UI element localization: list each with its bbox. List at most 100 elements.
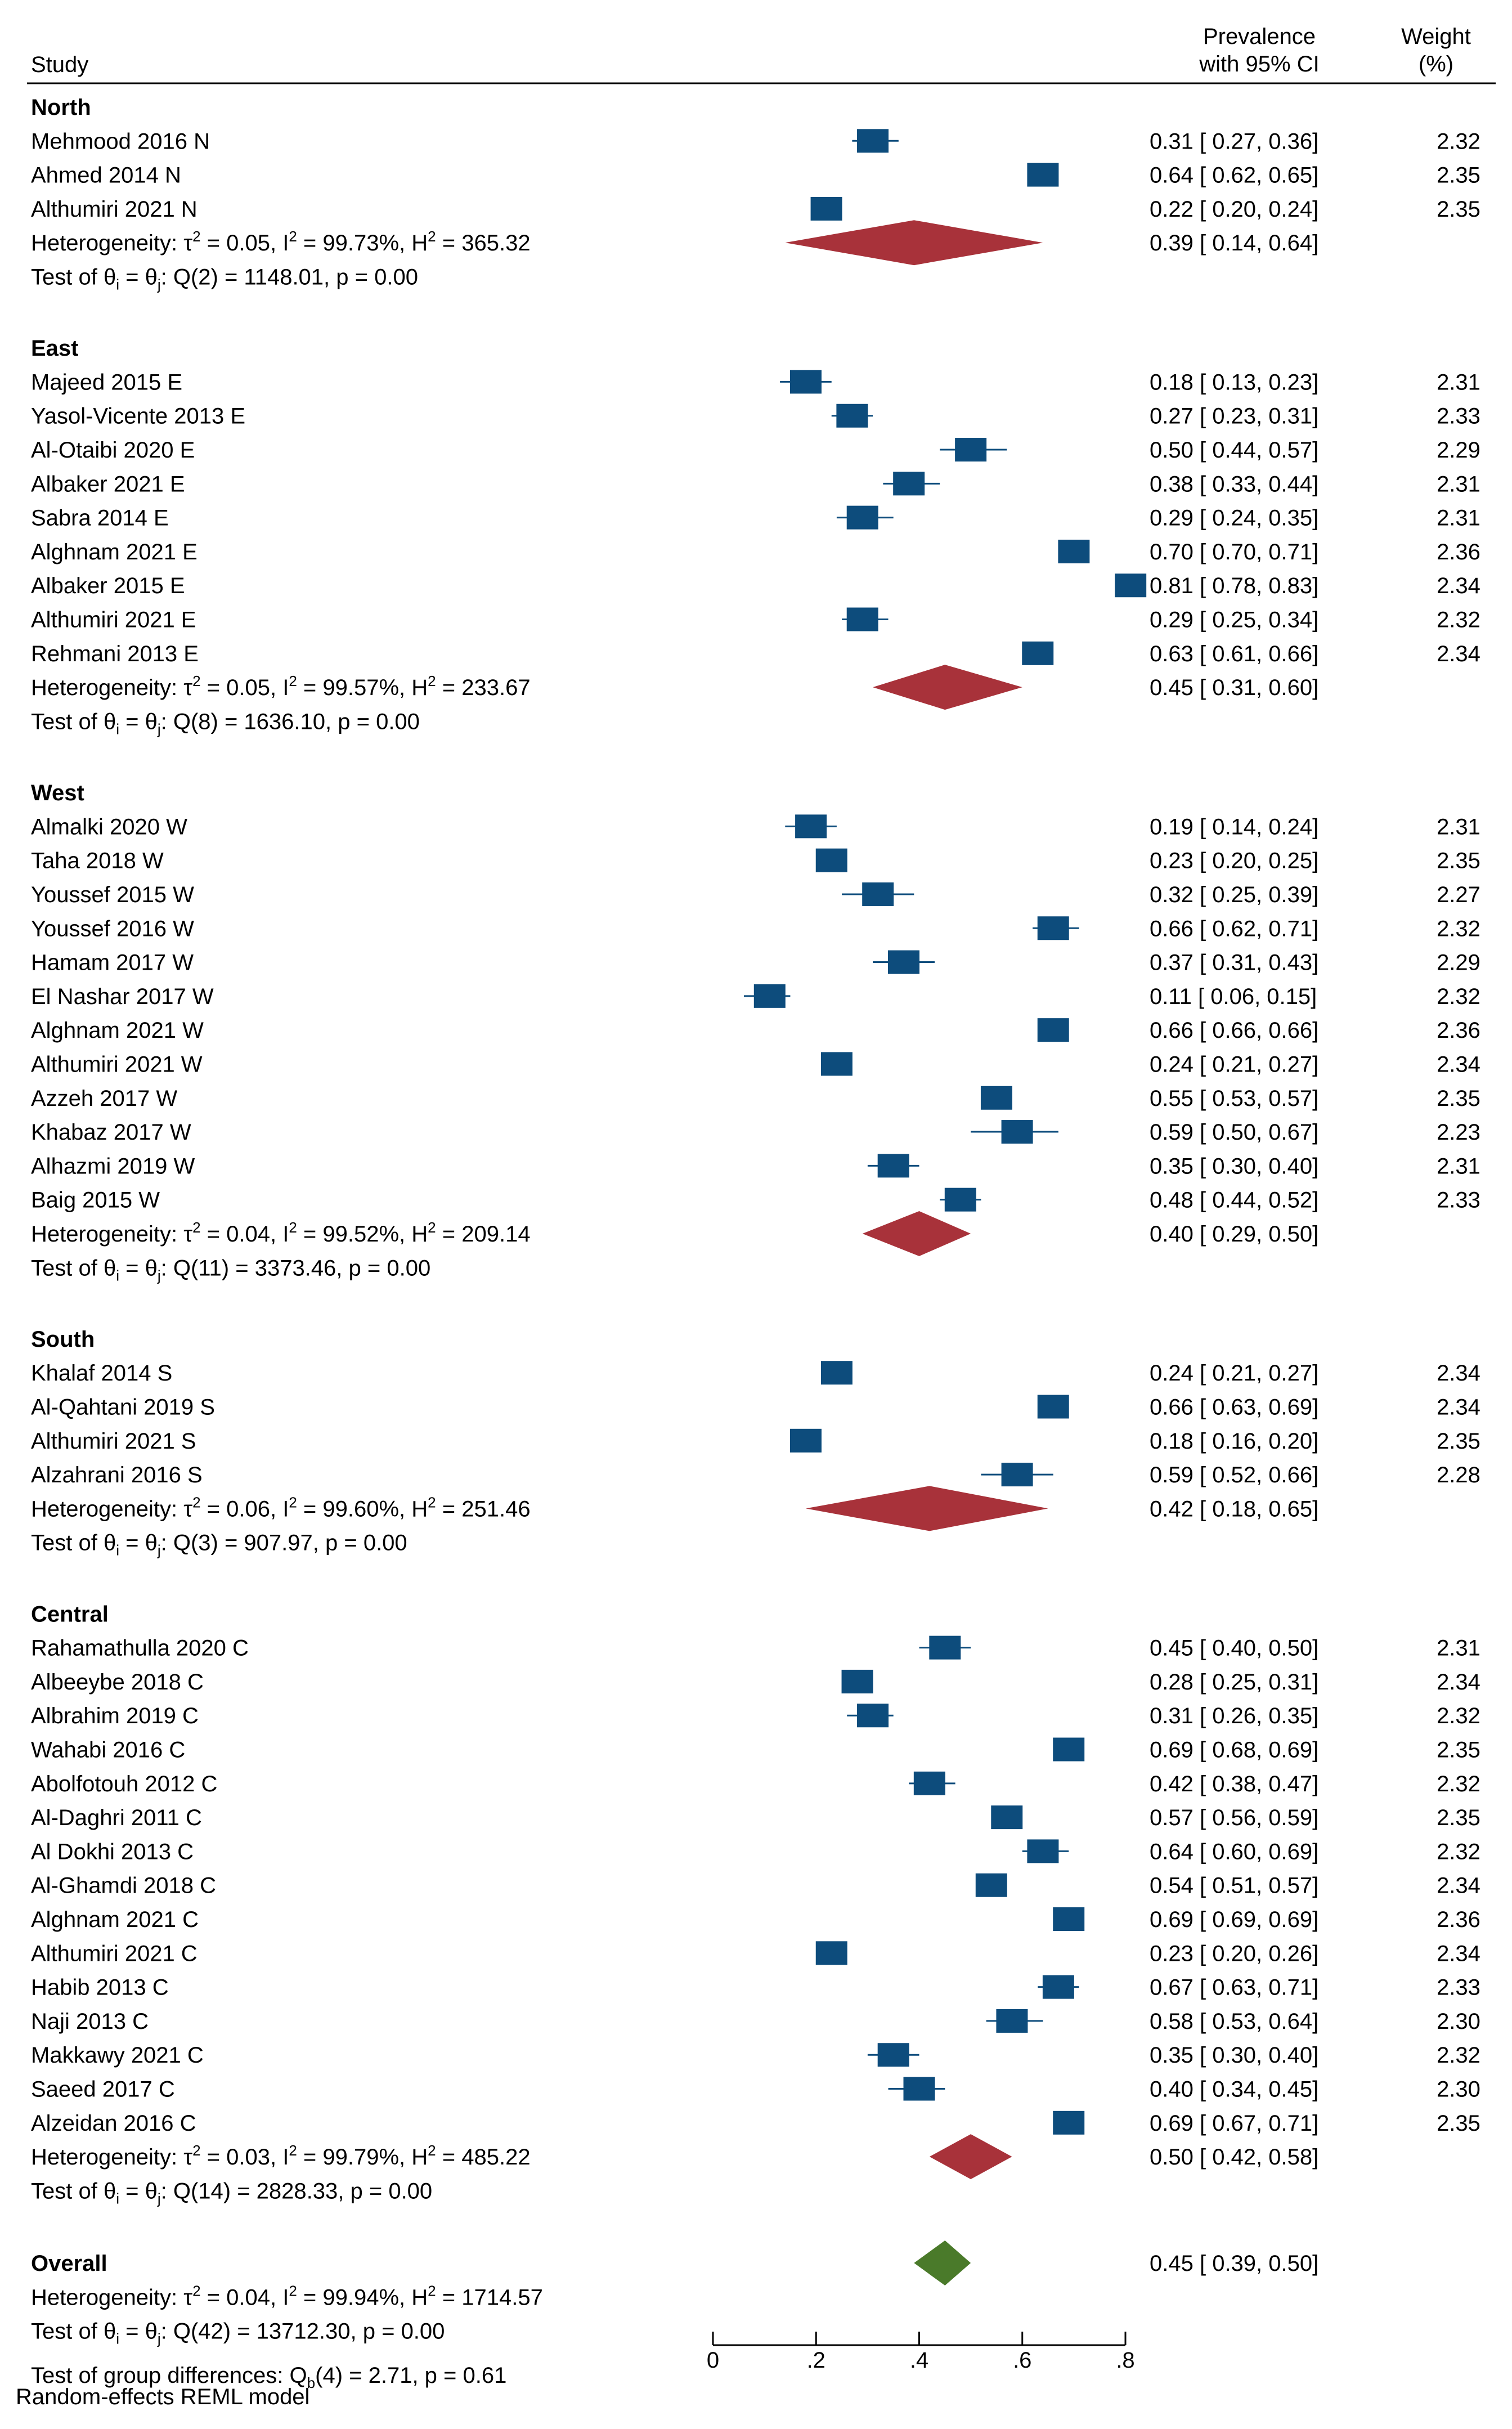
study-label: Al-Ghamdi 2018 C: [31, 1874, 216, 1898]
group-heterogeneity: Heterogeneity: τ2 = 0.05, I2 = 99.57%, H…: [31, 673, 531, 700]
header-study: Study: [31, 52, 88, 77]
study-box: [815, 1941, 847, 1965]
study-box: [846, 607, 878, 631]
study-label: Wahabi 2016 C: [31, 1738, 185, 1763]
study-ci-text: 0.23 [ 0.20, 0.25]: [1150, 849, 1318, 873]
study-weight: 2.36: [1437, 540, 1480, 564]
study-box: [836, 404, 868, 428]
study-weight: 2.33: [1437, 1188, 1480, 1213]
study-weight: 2.33: [1437, 1975, 1480, 2000]
study-box: [795, 814, 827, 839]
study-ci-text: 0.29 [ 0.25, 0.34]: [1150, 608, 1318, 633]
study-weight: 2.31: [1437, 370, 1480, 395]
group-test: Test of θi = θj: Q(14) = 2828.33, p = 0.…: [31, 2179, 432, 2207]
study-ci-text: 0.45 [ 0.40, 0.50]: [1150, 1636, 1318, 1661]
study-weight: 2.35: [1437, 849, 1480, 873]
group-pooled-ci-text: 0.50 [ 0.42, 0.58]: [1150, 2145, 1318, 2170]
study-ci-text: 0.54 [ 0.51, 0.57]: [1150, 1874, 1318, 1898]
study-ci-text: 0.40 [ 0.34, 0.45]: [1150, 2077, 1318, 2102]
study-box: [862, 882, 894, 906]
study-ci-text: 0.24 [ 0.21, 0.27]: [1150, 1052, 1318, 1077]
study-box: [1058, 539, 1090, 563]
x-axis-tick-label: .2: [807, 2348, 825, 2373]
study-ci-text: 0.66 [ 0.63, 0.69]: [1150, 1395, 1318, 1419]
study-weight: 2.32: [1437, 608, 1480, 633]
study-label: Taha 2018 W: [31, 849, 164, 873]
study-ci-text: 0.31 [ 0.26, 0.35]: [1150, 1704, 1318, 1728]
study-box: [1053, 1737, 1085, 1762]
study-label: Naji 2013 C: [31, 2009, 149, 2034]
study-weight: 2.35: [1437, 1086, 1480, 1111]
study-ci-text: 0.35 [ 0.30, 0.40]: [1150, 2043, 1318, 2068]
study-label: Althumiri 2021 S: [31, 1429, 196, 1454]
study-weight: 2.34: [1437, 1395, 1480, 1419]
study-label: Majeed 2015 E: [31, 370, 182, 395]
study-label: Al-Daghri 2011 C: [31, 1805, 202, 1830]
study-label: Alzahrani 2016 S: [31, 1463, 203, 1487]
group-title: Central: [31, 1602, 109, 1626]
study-label: Makkawy 2021 C: [31, 2043, 204, 2068]
study-box: [1001, 1463, 1033, 1487]
overall-title: Overall: [31, 2251, 107, 2276]
group-pooled-diamond: [785, 220, 1043, 266]
study-ci-text: 0.50 [ 0.44, 0.57]: [1150, 438, 1318, 463]
overall-ci-text: 0.45 [ 0.39, 0.50]: [1150, 2251, 1318, 2276]
x-axis-tick-label: .4: [910, 2348, 928, 2373]
group-test: Test of θi = θj: Q(2) = 1148.01, p = 0.0…: [31, 265, 418, 293]
study-weight: 2.34: [1437, 573, 1480, 598]
study-weight: 2.31: [1437, 472, 1480, 496]
study-box: [877, 1154, 909, 1178]
study-box: [1053, 2110, 1085, 2135]
study-box: [944, 1187, 976, 1212]
study-label: Habib 2013 C: [31, 1975, 169, 2000]
study-box: [841, 1669, 873, 1693]
study-box: [1037, 1018, 1069, 1042]
study-label: Khalaf 2014 S: [31, 1361, 172, 1386]
study-box: [913, 1771, 945, 1795]
study-ci-text: 0.58 [ 0.53, 0.64]: [1150, 2009, 1318, 2034]
study-weight: 2.23: [1437, 1120, 1480, 1145]
study-weight: 2.31: [1437, 1636, 1480, 1661]
study-weight: 2.35: [1437, 163, 1480, 188]
x-axis-tick-label: 0: [707, 2348, 719, 2373]
study-weight: 2.32: [1437, 1839, 1480, 1864]
study-ci-text: 0.42 [ 0.38, 0.47]: [1150, 1772, 1318, 1796]
study-box: [789, 370, 822, 394]
study-box: [857, 1704, 889, 1728]
study-box: [1115, 573, 1147, 598]
group-title: South: [31, 1327, 95, 1352]
group-heterogeneity: Heterogeneity: τ2 = 0.05, I2 = 99.73%, H…: [31, 228, 531, 256]
study-ci-text: 0.22 [ 0.20, 0.24]: [1150, 197, 1318, 222]
study-label: Althumiri 2021 N: [31, 197, 198, 222]
study-label: Albeeybe 2018 C: [31, 1670, 204, 1695]
study-ci-text: 0.19 [ 0.14, 0.24]: [1150, 814, 1318, 839]
study-weight: 2.32: [1437, 1772, 1480, 1796]
study-label: Alghnam 2021 C: [31, 1907, 199, 1932]
overall-heterogeneity: Heterogeneity: τ2 = 0.04, I2 = 99.94%, H…: [31, 2282, 543, 2310]
study-weight: 2.32: [1437, 1704, 1480, 1728]
study-label: Althumiri 2021 E: [31, 608, 196, 633]
study-box: [903, 2077, 935, 2101]
study-box: [893, 472, 925, 496]
study-weight: 2.34: [1437, 1052, 1480, 1077]
study-ci-text: 0.32 [ 0.25, 0.39]: [1150, 882, 1318, 907]
study-label: Abolfotouh 2012 C: [31, 1772, 217, 1796]
study-weight: 2.35: [1437, 197, 1480, 222]
study-weight: 2.34: [1437, 1670, 1480, 1695]
study-box: [846, 505, 878, 530]
study-label: Almalki 2020 W: [31, 814, 187, 839]
study-ci-text: 0.35 [ 0.30, 0.40]: [1150, 1154, 1318, 1178]
study-weight: 2.34: [1437, 1361, 1480, 1386]
study-weight: 2.29: [1437, 438, 1480, 463]
study-box: [789, 1428, 822, 1453]
study-label: Mehmood 2016 N: [31, 129, 210, 154]
study-label: Rehmani 2013 E: [31, 642, 199, 666]
study-ci-text: 0.69 [ 0.68, 0.69]: [1150, 1738, 1318, 1763]
study-label: Alhazmi 2019 W: [31, 1154, 195, 1178]
study-label: Sabra 2014 E: [31, 506, 169, 531]
study-box: [929, 1635, 961, 1660]
study-label: Alghnam 2021 E: [31, 540, 198, 564]
study-weight: 2.31: [1437, 506, 1480, 531]
study-ci-text: 0.55 [ 0.53, 0.57]: [1150, 1086, 1318, 1111]
study-label: Azzeh 2017 W: [31, 1086, 177, 1111]
